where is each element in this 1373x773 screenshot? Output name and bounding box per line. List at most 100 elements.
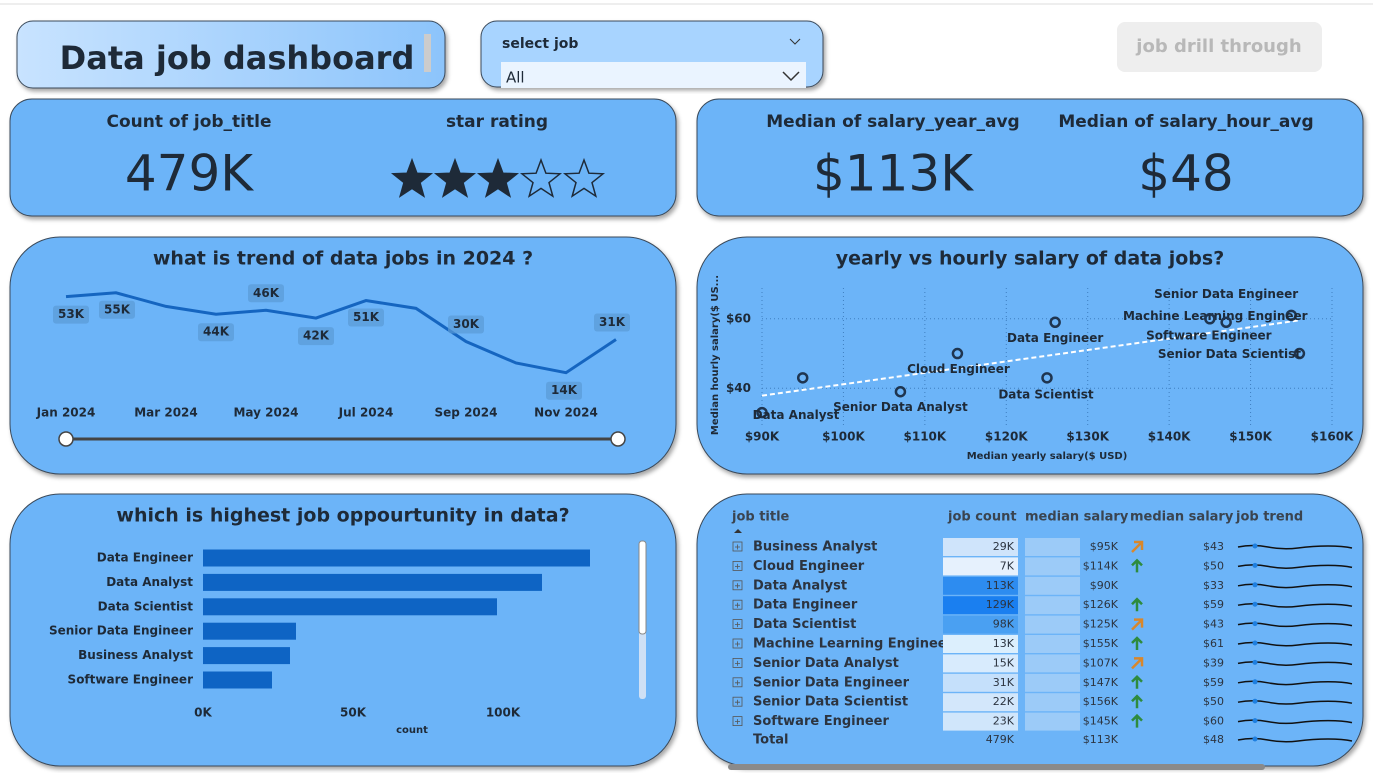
point <box>1220 316 1232 329</box>
chart-title: yearly vs hourly salary of data jobs? <box>836 248 1224 270</box>
sparkline-dot <box>1252 736 1258 742</box>
dropdown-chevron <box>782 71 800 82</box>
table-cell: $43 <box>1203 540 1224 553</box>
x-axis-label: count <box>396 725 428 736</box>
table-cell: $156K <box>1083 695 1119 708</box>
table-cell: 479K <box>986 733 1015 746</box>
title-scroll <box>424 34 431 72</box>
count-shade <box>943 654 1018 673</box>
x-tick-label: $100K <box>822 430 865 444</box>
drill-button[interactable] <box>1117 22 1322 72</box>
slicer-dropdown[interactable] <box>501 62 806 88</box>
scatter-panel <box>696 236 1364 475</box>
column-header: median salary <box>1025 510 1129 525</box>
salary-bar <box>1025 693 1080 712</box>
table-cell: 113K <box>986 579 1015 592</box>
sparkline <box>1237 719 1353 725</box>
sparkline-dot <box>1252 562 1258 568</box>
table-cell: Data Scientist <box>753 617 856 632</box>
count-shade <box>943 576 1018 595</box>
sparkline-dot <box>1252 601 1258 607</box>
y-tick-label: Data Engineer <box>97 551 193 565</box>
sparkline <box>1237 641 1353 647</box>
point <box>1285 309 1298 322</box>
trend-line <box>761 319 1300 397</box>
kpi-label: Median of salary_hour_avg <box>1058 112 1313 132</box>
bar <box>203 622 296 640</box>
sparkline-dot <box>1252 679 1258 685</box>
x-tick-label: May 2024 <box>233 406 298 420</box>
table-cell: $59 <box>1203 676 1224 689</box>
expand-icon <box>732 696 743 707</box>
table-cell: $125K <box>1083 618 1119 631</box>
x-tick-label: $140K <box>1148 430 1191 444</box>
salary-bar <box>1025 654 1080 673</box>
table-cell: Total <box>753 733 789 748</box>
kpi-label: Count of job_title <box>106 112 271 132</box>
star <box>433 157 477 198</box>
expand-icon <box>732 638 743 649</box>
data-label: 55K <box>104 302 131 316</box>
x-tick-label: Jul 2024 <box>338 406 394 420</box>
table-cell: $126K <box>1083 598 1119 611</box>
salary-bar <box>1025 596 1080 615</box>
table-cell: $114K <box>1083 559 1119 572</box>
point <box>1049 316 1061 329</box>
y-tick-label: Data Analyst <box>106 575 193 589</box>
kpi-panel <box>696 98 1364 217</box>
x-tick-label: $90K <box>745 430 780 444</box>
bar <box>203 573 542 591</box>
table-cell: Senior Data Analyst <box>753 656 899 671</box>
slider-handle[interactable] <box>58 431 74 447</box>
expand-icon <box>732 599 743 610</box>
count-shade <box>943 557 1018 576</box>
data-label: 14K <box>551 383 578 397</box>
table-cell: $39 <box>1203 656 1224 669</box>
table-cell: 22K <box>993 695 1015 708</box>
point <box>796 372 809 384</box>
data-label-box <box>348 308 384 327</box>
sort-indicator <box>734 529 742 533</box>
data-label: 53K <box>58 307 85 321</box>
kpi-icon <box>1131 694 1143 709</box>
chart-title: what is trend of data jobs in 2024 ? <box>153 248 533 270</box>
expand-icon <box>735 641 740 647</box>
sparkline <box>1237 564 1353 569</box>
sparkline <box>1237 737 1353 743</box>
expand-icon <box>735 699 740 705</box>
column-header: job title <box>731 510 790 525</box>
table-cell: $95K <box>1090 540 1119 553</box>
point <box>951 347 964 360</box>
expand-icon <box>735 719 740 725</box>
count-shade <box>943 673 1018 692</box>
expand-icon <box>735 583 740 589</box>
data-label-box <box>198 323 234 342</box>
table-cell: $50 <box>1203 559 1224 572</box>
line <box>65 291 617 375</box>
point-label: Senior Data Scientist <box>1158 347 1301 361</box>
salary-bar <box>1025 538 1080 556</box>
scrollbar-thumb[interactable] <box>638 540 647 635</box>
x-tick-label: $150K <box>1229 430 1272 444</box>
star <box>390 157 434 198</box>
sparkline-dot <box>1252 582 1258 588</box>
count-shade <box>943 635 1018 653</box>
y-tick-label: Software Engineer <box>68 673 194 687</box>
salary-bar <box>1025 557 1080 576</box>
data-label-box <box>594 313 630 332</box>
kpi-value: $113K <box>813 145 974 203</box>
expand-icon <box>735 602 740 608</box>
column-header: job count <box>947 510 1017 525</box>
slider-handle[interactable] <box>610 431 626 447</box>
x-tick-label: $110K <box>904 430 947 444</box>
kpi-icon <box>1131 657 1144 670</box>
bar <box>203 598 497 616</box>
table-scrollbar[interactable] <box>728 764 1265 770</box>
drill-button-label: job drill through <box>1135 36 1301 57</box>
kpi-icon <box>1131 558 1143 573</box>
data-label-box <box>448 315 484 334</box>
data-label: 31K <box>599 315 626 329</box>
expand-icon <box>735 680 740 686</box>
table-cell: $59 <box>1203 598 1224 611</box>
